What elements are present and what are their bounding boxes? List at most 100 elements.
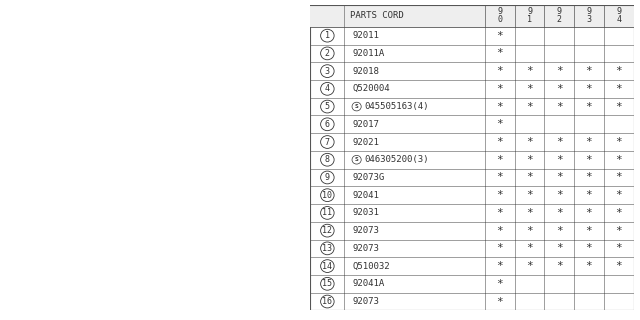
- Text: 4: 4: [325, 84, 330, 93]
- Text: *: *: [497, 297, 503, 307]
- Text: 92073: 92073: [353, 226, 380, 235]
- Text: *: *: [497, 84, 503, 94]
- Text: *: *: [526, 208, 533, 218]
- Text: 9
1: 9 1: [527, 7, 532, 24]
- Text: 92011: 92011: [353, 31, 380, 40]
- Text: 1: 1: [325, 31, 330, 40]
- Text: 046305200(3): 046305200(3): [364, 155, 429, 164]
- Text: Q510032: Q510032: [353, 261, 390, 271]
- Text: *: *: [615, 155, 622, 165]
- Text: 2: 2: [325, 49, 330, 58]
- Text: 8: 8: [325, 155, 330, 164]
- Text: Q520004: Q520004: [353, 84, 390, 93]
- Text: *: *: [586, 190, 593, 200]
- Text: *: *: [526, 137, 533, 147]
- Text: *: *: [497, 208, 503, 218]
- Text: *: *: [586, 84, 593, 94]
- Text: *: *: [586, 101, 593, 112]
- Text: 7: 7: [325, 138, 330, 147]
- Text: *: *: [497, 48, 503, 58]
- Text: *: *: [556, 155, 563, 165]
- Text: *: *: [586, 208, 593, 218]
- Text: 6: 6: [325, 120, 330, 129]
- Text: 92018: 92018: [353, 67, 380, 76]
- Text: *: *: [586, 226, 593, 236]
- Text: 10: 10: [323, 191, 332, 200]
- Text: *: *: [615, 84, 622, 94]
- Text: *: *: [526, 226, 533, 236]
- Bar: [310, 5, 634, 27]
- Text: *: *: [526, 66, 533, 76]
- Text: *: *: [497, 101, 503, 112]
- Text: *: *: [556, 190, 563, 200]
- Text: S: S: [355, 104, 358, 109]
- Text: S: S: [355, 157, 358, 162]
- Text: 11: 11: [323, 208, 332, 217]
- Text: *: *: [526, 84, 533, 94]
- Text: PARTS CORD: PARTS CORD: [349, 11, 403, 20]
- Text: *: *: [497, 279, 503, 289]
- Text: *: *: [526, 244, 533, 253]
- Text: 3: 3: [325, 67, 330, 76]
- Text: *: *: [615, 261, 622, 271]
- Text: 9
2: 9 2: [557, 7, 562, 24]
- Text: *: *: [556, 208, 563, 218]
- Text: *: *: [497, 244, 503, 253]
- Text: 12: 12: [323, 226, 332, 235]
- Text: 14: 14: [323, 261, 332, 271]
- Text: 9: 9: [325, 173, 330, 182]
- Text: 16: 16: [323, 297, 332, 306]
- Text: *: *: [526, 101, 533, 112]
- Text: 045505163(4): 045505163(4): [364, 102, 429, 111]
- Text: *: *: [615, 172, 622, 182]
- Text: *: *: [586, 261, 593, 271]
- Text: 92041A: 92041A: [353, 279, 385, 288]
- Text: *: *: [556, 226, 563, 236]
- Text: *: *: [586, 66, 593, 76]
- Text: *: *: [497, 31, 503, 41]
- Text: *: *: [497, 226, 503, 236]
- Text: *: *: [497, 190, 503, 200]
- Text: *: *: [497, 119, 503, 129]
- Text: *: *: [497, 261, 503, 271]
- Text: 15: 15: [323, 279, 332, 288]
- Text: *: *: [526, 190, 533, 200]
- Text: *: *: [556, 172, 563, 182]
- Text: *: *: [556, 84, 563, 94]
- Text: 92073: 92073: [353, 297, 380, 306]
- Text: *: *: [526, 155, 533, 165]
- Text: 5: 5: [325, 102, 330, 111]
- Text: 92031: 92031: [353, 208, 380, 217]
- Text: *: *: [615, 101, 622, 112]
- Text: *: *: [497, 155, 503, 165]
- Text: *: *: [526, 172, 533, 182]
- Text: 13: 13: [323, 244, 332, 253]
- Text: *: *: [497, 66, 503, 76]
- Text: *: *: [615, 208, 622, 218]
- Text: *: *: [586, 172, 593, 182]
- Text: 92011A: 92011A: [353, 49, 385, 58]
- Text: *: *: [615, 226, 622, 236]
- Text: *: *: [556, 66, 563, 76]
- Text: 92017: 92017: [353, 120, 380, 129]
- Text: 92021: 92021: [353, 138, 380, 147]
- Text: *: *: [497, 172, 503, 182]
- Text: *: *: [526, 261, 533, 271]
- Text: 9
0: 9 0: [497, 7, 502, 24]
- Text: 92073G: 92073G: [353, 173, 385, 182]
- Text: *: *: [586, 244, 593, 253]
- Text: *: *: [556, 261, 563, 271]
- Text: *: *: [615, 66, 622, 76]
- Text: 9
3: 9 3: [586, 7, 591, 24]
- Text: 92073: 92073: [353, 244, 380, 253]
- Text: *: *: [615, 190, 622, 200]
- Text: *: *: [497, 137, 503, 147]
- Text: *: *: [556, 244, 563, 253]
- Text: *: *: [586, 155, 593, 165]
- Text: *: *: [615, 244, 622, 253]
- Text: *: *: [586, 137, 593, 147]
- Text: *: *: [556, 101, 563, 112]
- Text: *: *: [615, 137, 622, 147]
- Text: *: *: [556, 137, 563, 147]
- Text: 92041: 92041: [353, 191, 380, 200]
